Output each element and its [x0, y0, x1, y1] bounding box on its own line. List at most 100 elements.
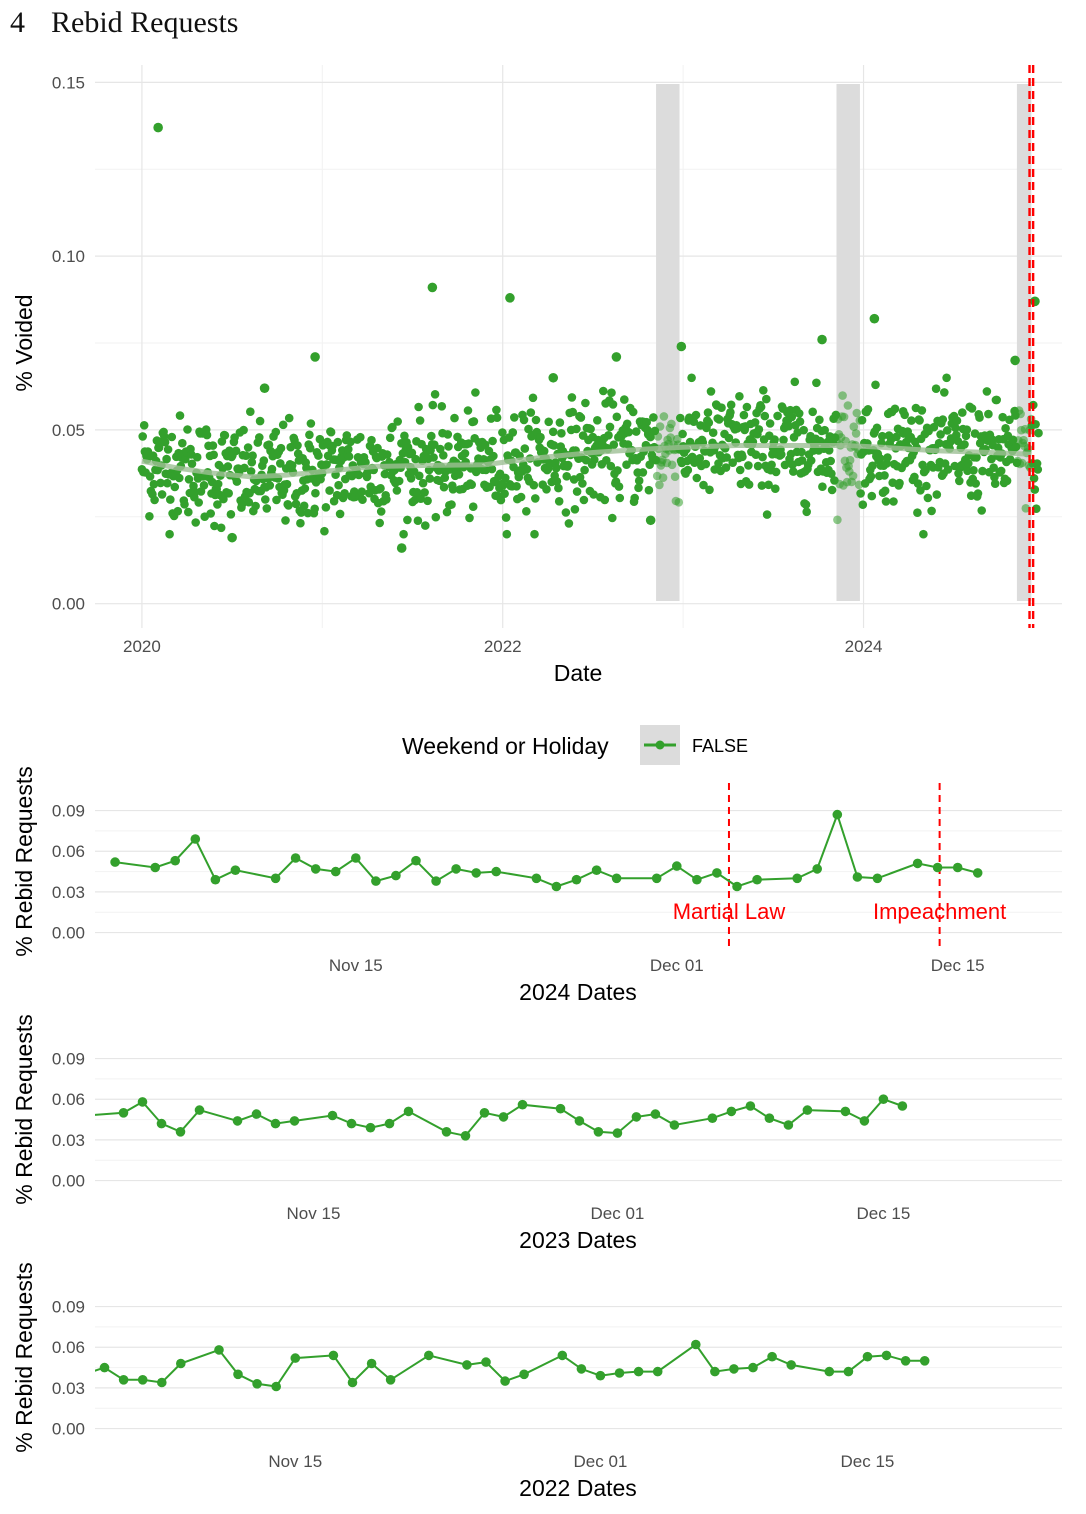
data-point [833, 515, 842, 525]
data-point [851, 429, 861, 438]
x-axis-title: 2024 Dates [519, 979, 637, 1005]
data-point [163, 478, 172, 488]
data-point [607, 388, 616, 398]
data-point [624, 427, 633, 437]
data-point [913, 508, 922, 517]
data-point [1034, 428, 1043, 438]
data-point [792, 873, 802, 884]
data-point [608, 400, 618, 409]
data-point [589, 490, 598, 499]
data-point [347, 1377, 358, 1388]
data-point [220, 431, 230, 440]
data-point [868, 461, 877, 471]
data-point [555, 418, 565, 427]
data-point [376, 507, 386, 516]
data-point [354, 470, 364, 480]
data-point [848, 471, 858, 481]
y-tick-label: 0.05 [52, 421, 85, 440]
data-point [431, 876, 441, 886]
data-point [942, 373, 951, 383]
y-tick-label: 0.00 [52, 1172, 85, 1191]
data-point [969, 466, 978, 475]
x-tick-label: Dec 01 [573, 1452, 627, 1471]
data-point [964, 459, 973, 468]
y-tick-label: 0.09 [52, 802, 85, 821]
data-point [691, 410, 701, 420]
data-point [571, 874, 582, 885]
data-point [246, 407, 255, 417]
data-point [892, 432, 901, 442]
data-point [726, 1106, 737, 1117]
data-point [407, 448, 417, 458]
data-point [544, 417, 553, 427]
data-point [192, 452, 202, 462]
data-point [271, 427, 281, 437]
data-point [281, 516, 290, 525]
event-label: Martial Law [673, 899, 786, 924]
data-point [770, 435, 779, 444]
data-point [996, 466, 1006, 476]
data-point [448, 485, 458, 494]
data-point [802, 1105, 813, 1115]
data-point [481, 1357, 491, 1367]
data-point [384, 1118, 395, 1129]
data-point [555, 1103, 566, 1114]
x-tick-label: Dec 01 [591, 1204, 645, 1223]
data-point [157, 1377, 167, 1388]
data-point [110, 857, 120, 867]
data-point [989, 463, 998, 473]
data-point [214, 1345, 224, 1355]
holiday-shade [1016, 84, 1032, 601]
rebid-2024-chart: 0.00 0.03 0.06 0.09 Nov 15 Dec 01 Dec 15 Martia… [11, 766, 1062, 1005]
data-point [183, 425, 192, 434]
data-point [232, 477, 242, 486]
data-point [630, 493, 639, 503]
data-point [857, 415, 867, 425]
data-point [614, 1368, 625, 1378]
data-point [951, 423, 960, 433]
data-point [233, 1369, 243, 1380]
y-tick-label: 0.10 [52, 247, 85, 266]
data-point [488, 436, 497, 446]
data-point [612, 1128, 623, 1138]
data-point [606, 461, 616, 471]
data-point [866, 472, 876, 481]
data-point [165, 529, 174, 539]
data-point [651, 873, 662, 884]
data-point [738, 452, 747, 462]
data-point [1023, 444, 1033, 453]
data-point-outlier [611, 352, 622, 362]
data-point [858, 500, 868, 510]
data-point [170, 482, 180, 492]
data-point [767, 1351, 777, 1362]
data-point [415, 471, 424, 481]
data-point [361, 458, 370, 467]
data-point [802, 507, 811, 517]
data-point [149, 479, 159, 489]
legend-label: FALSE [692, 736, 748, 756]
x-tick-label: Dec 15 [856, 1204, 910, 1223]
data-point [282, 479, 292, 489]
data-point [722, 453, 731, 462]
data-point [365, 1122, 376, 1133]
data-point [551, 881, 562, 892]
data-point [248, 451, 257, 461]
data-point [742, 402, 752, 412]
data-point [463, 406, 473, 415]
data-point [721, 463, 731, 472]
data-point [943, 465, 953, 474]
data-point [502, 529, 512, 539]
data-point [184, 475, 194, 484]
data-point [178, 438, 187, 448]
data-point-outlier [505, 293, 515, 303]
data-point [530, 529, 539, 539]
data-point [501, 513, 511, 522]
data-point [293, 441, 302, 450]
data-point [570, 505, 580, 514]
x-tick-label: Nov 15 [329, 956, 383, 975]
data-point [915, 416, 924, 425]
data-point [812, 864, 822, 874]
data-point [156, 1118, 167, 1129]
y-tick-label: 0.00 [52, 595, 85, 614]
rebid-2023-chart: 0.00 0.03 0.06 0.09 Nov 15 Dec 01 Dec 15 2023 D… [11, 1014, 1062, 1253]
